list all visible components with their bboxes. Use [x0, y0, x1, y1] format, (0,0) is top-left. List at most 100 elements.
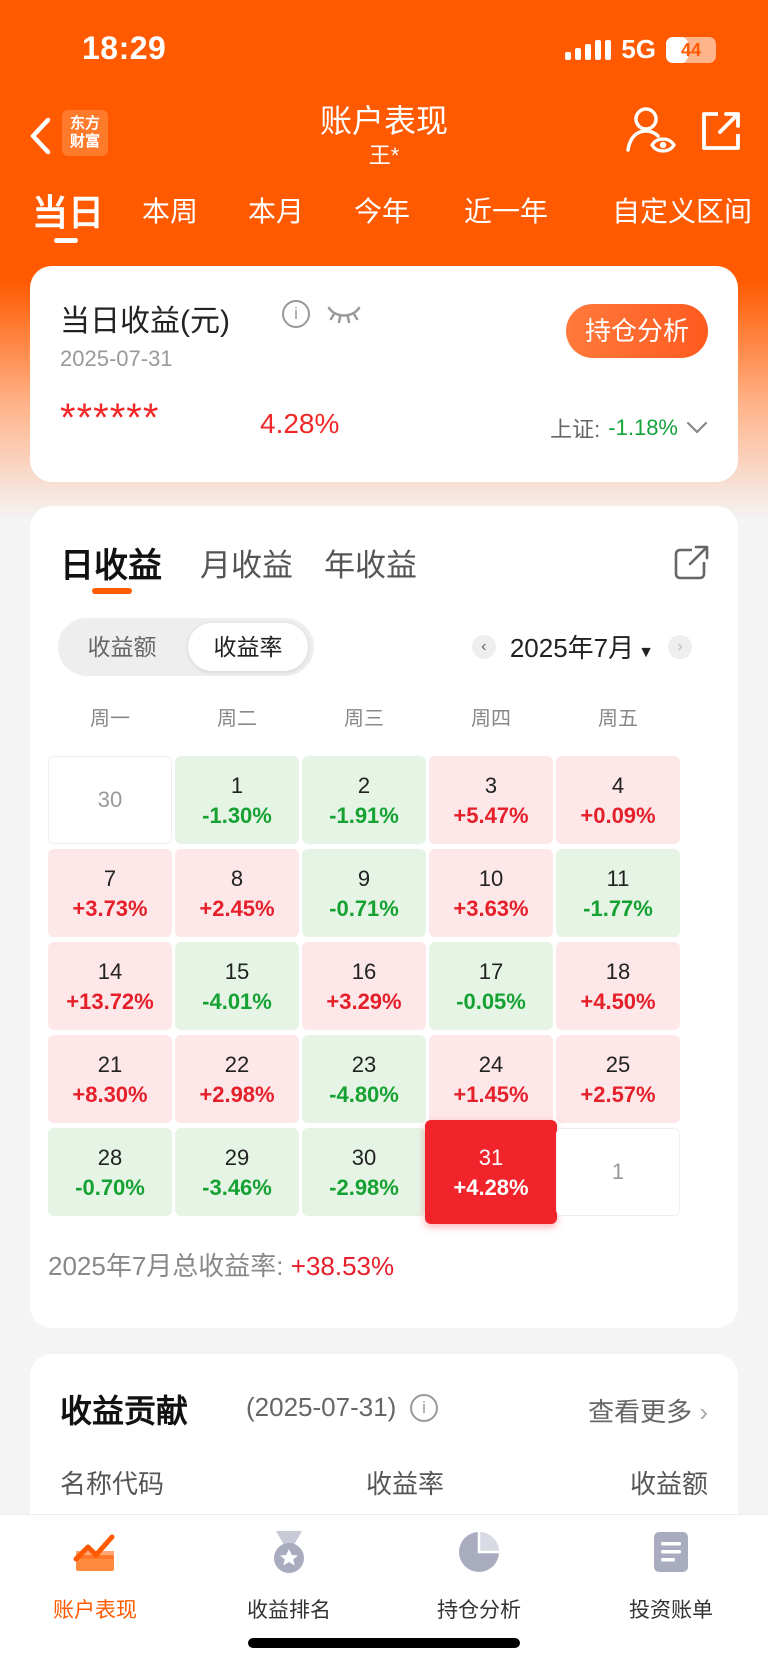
daily-summary-card: 当日收益(元) i 2025-07-31 持仓分析 ****** 4.28% 上…	[30, 266, 738, 482]
tab-this-week[interactable]: 本周	[142, 196, 199, 227]
caret-down-icon: ▼	[638, 644, 654, 661]
day-rate: -0.70%	[75, 1175, 145, 1200]
segment-rate[interactable]: 收益率	[188, 623, 308, 671]
weekday-label: 周五	[598, 708, 638, 730]
calendar-day[interactable]: 28 -0.70%	[48, 1128, 172, 1216]
info-icon[interactable]: i	[410, 1394, 438, 1422]
day-rate: +4.28%	[453, 1175, 529, 1200]
day-rate: +8.30%	[72, 1082, 148, 1107]
logo-text: 东方 财富	[69, 115, 100, 150]
chevron-left-icon	[30, 117, 51, 155]
column-name-code[interactable]: 名称代码	[60, 1469, 165, 1499]
tabbar-position-analysis[interactable]: 持仓分析	[404, 1529, 554, 1624]
tab-daily-profit[interactable]: 日收益	[60, 547, 162, 585]
calendar-day[interactable]: 15 -4.01%	[175, 942, 299, 1030]
tab-custom-range[interactable]: 自定义区间	[612, 196, 753, 227]
tab-this-month[interactable]: 本月	[248, 196, 305, 227]
tabbar-label: 收益排名	[247, 1599, 331, 1622]
calendar-day[interactable]: 14 +13.72%	[48, 942, 172, 1030]
back-button[interactable]	[20, 110, 60, 162]
day-number: 22	[224, 1052, 250, 1077]
calendar-day[interactable]: 22 +2.98%	[175, 1035, 299, 1123]
calendar-day[interactable]: 23 -4.80%	[302, 1035, 426, 1123]
day-number: 25	[605, 1052, 631, 1077]
calendar-day[interactable]: 11 -1.77%	[556, 849, 680, 937]
calendar-share-button[interactable]	[672, 542, 712, 582]
trend-chart-icon	[73, 1534, 115, 1571]
share-icon	[702, 112, 740, 150]
calendar-day[interactable]: 2 -1.91%	[302, 756, 426, 844]
tab-indicator	[54, 238, 78, 243]
calendar-day[interactable]: 3 +5.47%	[429, 756, 553, 844]
calendar-day[interactable]: 16 +3.29%	[302, 942, 426, 1030]
day-rate: +3.73%	[72, 896, 148, 921]
prev-month-button[interactable]: ‹	[471, 634, 496, 659]
calendar-day[interactable]: 9 -0.71%	[302, 849, 426, 937]
tab-last-year[interactable]: 近一年	[464, 196, 549, 227]
day-rate: -2.98%	[329, 1175, 399, 1200]
day-number: 29	[224, 1145, 250, 1170]
calendar-day[interactable]: 29 -3.46%	[175, 1128, 299, 1216]
tab-today[interactable]: 当日	[32, 192, 105, 233]
calendar-day-selected[interactable]: 31 +4.28%	[425, 1120, 557, 1224]
day-number: 8	[230, 866, 244, 891]
calendar-day[interactable]: 25 +2.57%	[556, 1035, 680, 1123]
calendar-day[interactable]: 24 +1.45%	[429, 1035, 553, 1123]
day-rate: +1.45%	[453, 1082, 529, 1107]
day-rate: +2.45%	[199, 896, 275, 921]
calendar-day[interactable]: 17 -0.05%	[429, 942, 553, 1030]
calendar-day[interactable]: 4 +0.09%	[556, 756, 680, 844]
chevron-down-icon	[686, 421, 708, 434]
day-rate: -1.77%	[583, 896, 653, 921]
share-icon	[674, 544, 710, 580]
index-value: -1.18%	[608, 415, 678, 440]
calendar-day[interactable]: 7 +3.73%	[48, 849, 172, 937]
day-number: 31	[478, 1145, 504, 1170]
day-rate: +5.47%	[453, 803, 529, 828]
month-selector[interactable]: 2025年7月 ▼	[510, 628, 654, 665]
calendar-day[interactable]: 18 +4.50%	[556, 942, 680, 1030]
tabbar-account-performance[interactable]: 账户表现	[20, 1529, 170, 1624]
status-bar: 18:29 5G 44	[0, 0, 768, 96]
tabbar-investment-bill[interactable]: 投资账单	[596, 1529, 746, 1624]
value-type-toggle: 收益额 收益率	[58, 618, 314, 676]
day-number: 21	[97, 1052, 123, 1077]
calendar-day[interactable]: 30 -2.98%	[302, 1128, 426, 1216]
tabbar-profit-ranking[interactable]: 收益排名	[214, 1529, 364, 1624]
medal-icon	[274, 1531, 304, 1573]
weekday-header: 周一 周二 周三 周四 周五	[48, 702, 720, 732]
day-number: 1	[230, 773, 244, 798]
month-label: 2025年7月	[509, 633, 635, 663]
segment-amount[interactable]: 收益额	[87, 634, 157, 660]
summary-title: 当日收益(元)	[60, 305, 230, 338]
tab-monthly-profit[interactable]: 月收益	[200, 548, 293, 583]
network-type: 5G	[621, 34, 656, 64]
column-amount[interactable]: 收益额	[629, 1469, 708, 1499]
day-number: 1	[611, 1159, 625, 1184]
day-number: 28	[97, 1145, 123, 1170]
calendar-day[interactable]: 21 +8.30%	[48, 1035, 172, 1123]
tab-this-year[interactable]: 今年	[354, 196, 411, 227]
day-rate: -4.80%	[329, 1082, 399, 1107]
position-analysis-button[interactable]: 持仓分析	[566, 304, 708, 358]
nav-bar: 东方 财富 账户表现 王*	[0, 96, 768, 176]
tab-yearly-profit[interactable]: 年收益	[324, 548, 417, 583]
view-more-link[interactable]: 查看更多 ›	[588, 1392, 708, 1429]
calendar-day[interactable]: 10 +3.63%	[429, 849, 553, 937]
day-number: 30	[351, 1145, 377, 1170]
index-compare[interactable]: 上证: -1.18%	[550, 412, 708, 444]
share-button[interactable]	[696, 106, 746, 156]
calendar-day[interactable]: 1 -1.30%	[175, 756, 299, 844]
view-more-label: 查看更多	[588, 1397, 693, 1427]
tabbar-label: 持仓分析	[437, 1599, 521, 1622]
hide-amount-toggle[interactable]	[326, 300, 362, 333]
column-rate[interactable]: 收益率	[366, 1469, 445, 1499]
calendar-grid: 30 1 -1.30% 2 -1.91% 3 +5.47% 4 +0.09% 7 +3.73% 8 +2…	[48, 756, 720, 1226]
day-number: 18	[605, 959, 631, 984]
day-number: 23	[351, 1052, 377, 1077]
next-month-button[interactable]: ›	[668, 634, 692, 659]
eye-closed-icon	[327, 306, 361, 324]
info-icon[interactable]: i	[282, 300, 310, 328]
user-view-button[interactable]	[624, 104, 678, 158]
calendar-day[interactable]: 8 +2.45%	[175, 849, 299, 937]
